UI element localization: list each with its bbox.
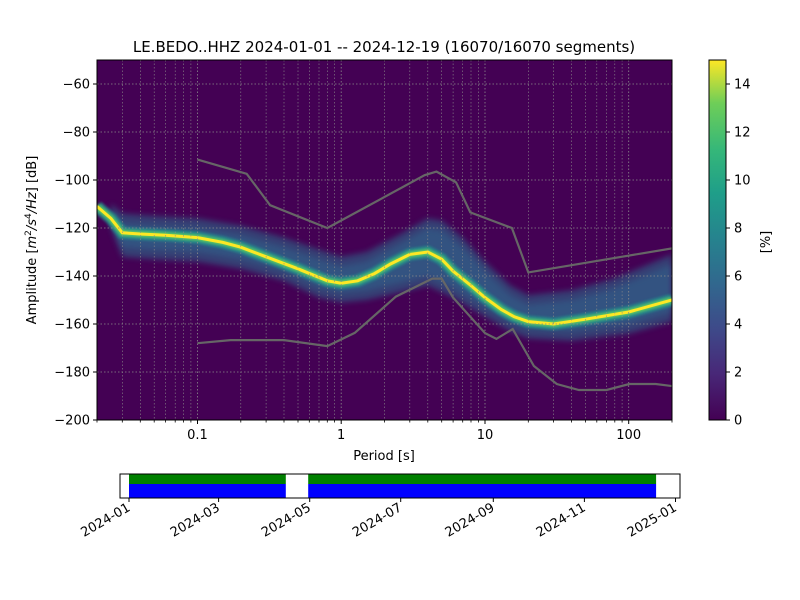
availability-tick-label: 2024-03 — [168, 500, 223, 540]
plot-grid — [97, 60, 672, 420]
availability-segment-bottom — [308, 484, 657, 498]
colorbar-axis: 0 2 4 6 8 10 12 14 — [726, 78, 751, 429]
colorbar-tick-label: 2 — [734, 366, 742, 381]
psd-mode-peak — [97, 205, 672, 326]
colorbar-tick-label: 6 — [734, 270, 742, 285]
y-axis: −60 −80 −100 −120 −140 −160 −180 −200 — [54, 78, 97, 429]
x-axis: 0.1 1 10 100 — [96, 420, 673, 443]
availability-tick-label: 2024-11 — [534, 500, 589, 540]
colorbar-tick-label: 12 — [734, 126, 751, 141]
x-tick-label: 10 — [477, 428, 494, 443]
x-tick-label: 1 — [337, 428, 345, 443]
y-tick-label: −120 — [54, 222, 90, 237]
psd-core-band — [110, 204, 672, 341]
x-tick-label: 0.1 — [187, 428, 208, 443]
colorbar-tick-label: 0 — [734, 414, 742, 429]
low-noise-model-line — [197, 277, 672, 392]
availability-segment-top — [308, 474, 657, 484]
availability-segment-bottom — [129, 484, 286, 498]
y-tick-label: −80 — [63, 126, 90, 141]
psd-heatmap — [97, 201, 672, 341]
colorbar-tick-label: 14 — [734, 78, 751, 93]
availability-bar: 2024-01 2024-03 2024-05 2024-07 2024-09 2024-… — [78, 473, 681, 541]
availability-tick-label: 2024-01 — [78, 500, 133, 540]
colorbar — [708, 59, 727, 421]
availability-tick-label: 2024-05 — [259, 500, 314, 540]
high-noise-model-line — [197, 158, 672, 274]
y-tick-label: −160 — [54, 318, 90, 333]
y-tick-label: −60 — [63, 78, 90, 93]
x-axis-label: Period [s] — [353, 449, 415, 464]
y-tick-label: −140 — [54, 270, 90, 285]
y-tick-label: −100 — [54, 174, 90, 189]
colorbar-label: [%] — [759, 231, 774, 254]
colorbar-tick-label: 4 — [734, 318, 742, 333]
availability-tick-label: 2025-01 — [625, 500, 680, 540]
noise-models — [197, 158, 672, 392]
availability-tick-label: 2024-07 — [350, 500, 405, 540]
colorbar-tick-label: 10 — [734, 174, 751, 189]
colorbar-tick-label: 8 — [734, 222, 742, 237]
x-tick-label: 100 — [616, 428, 641, 443]
availability-frame — [119, 473, 681, 499]
availability-tick-label: 2024-09 — [443, 500, 498, 540]
y-tick-label: −200 — [54, 414, 90, 429]
chart-title: LE.BEDO..HHZ 2024-01-01 -- 2024-12-19 (1… — [133, 38, 635, 56]
y-axis-label: Amplitude [m2/s4/Hz] [dB] — [24, 156, 40, 325]
availability-segment-top — [129, 474, 286, 484]
y-tick-label: −180 — [54, 366, 90, 381]
